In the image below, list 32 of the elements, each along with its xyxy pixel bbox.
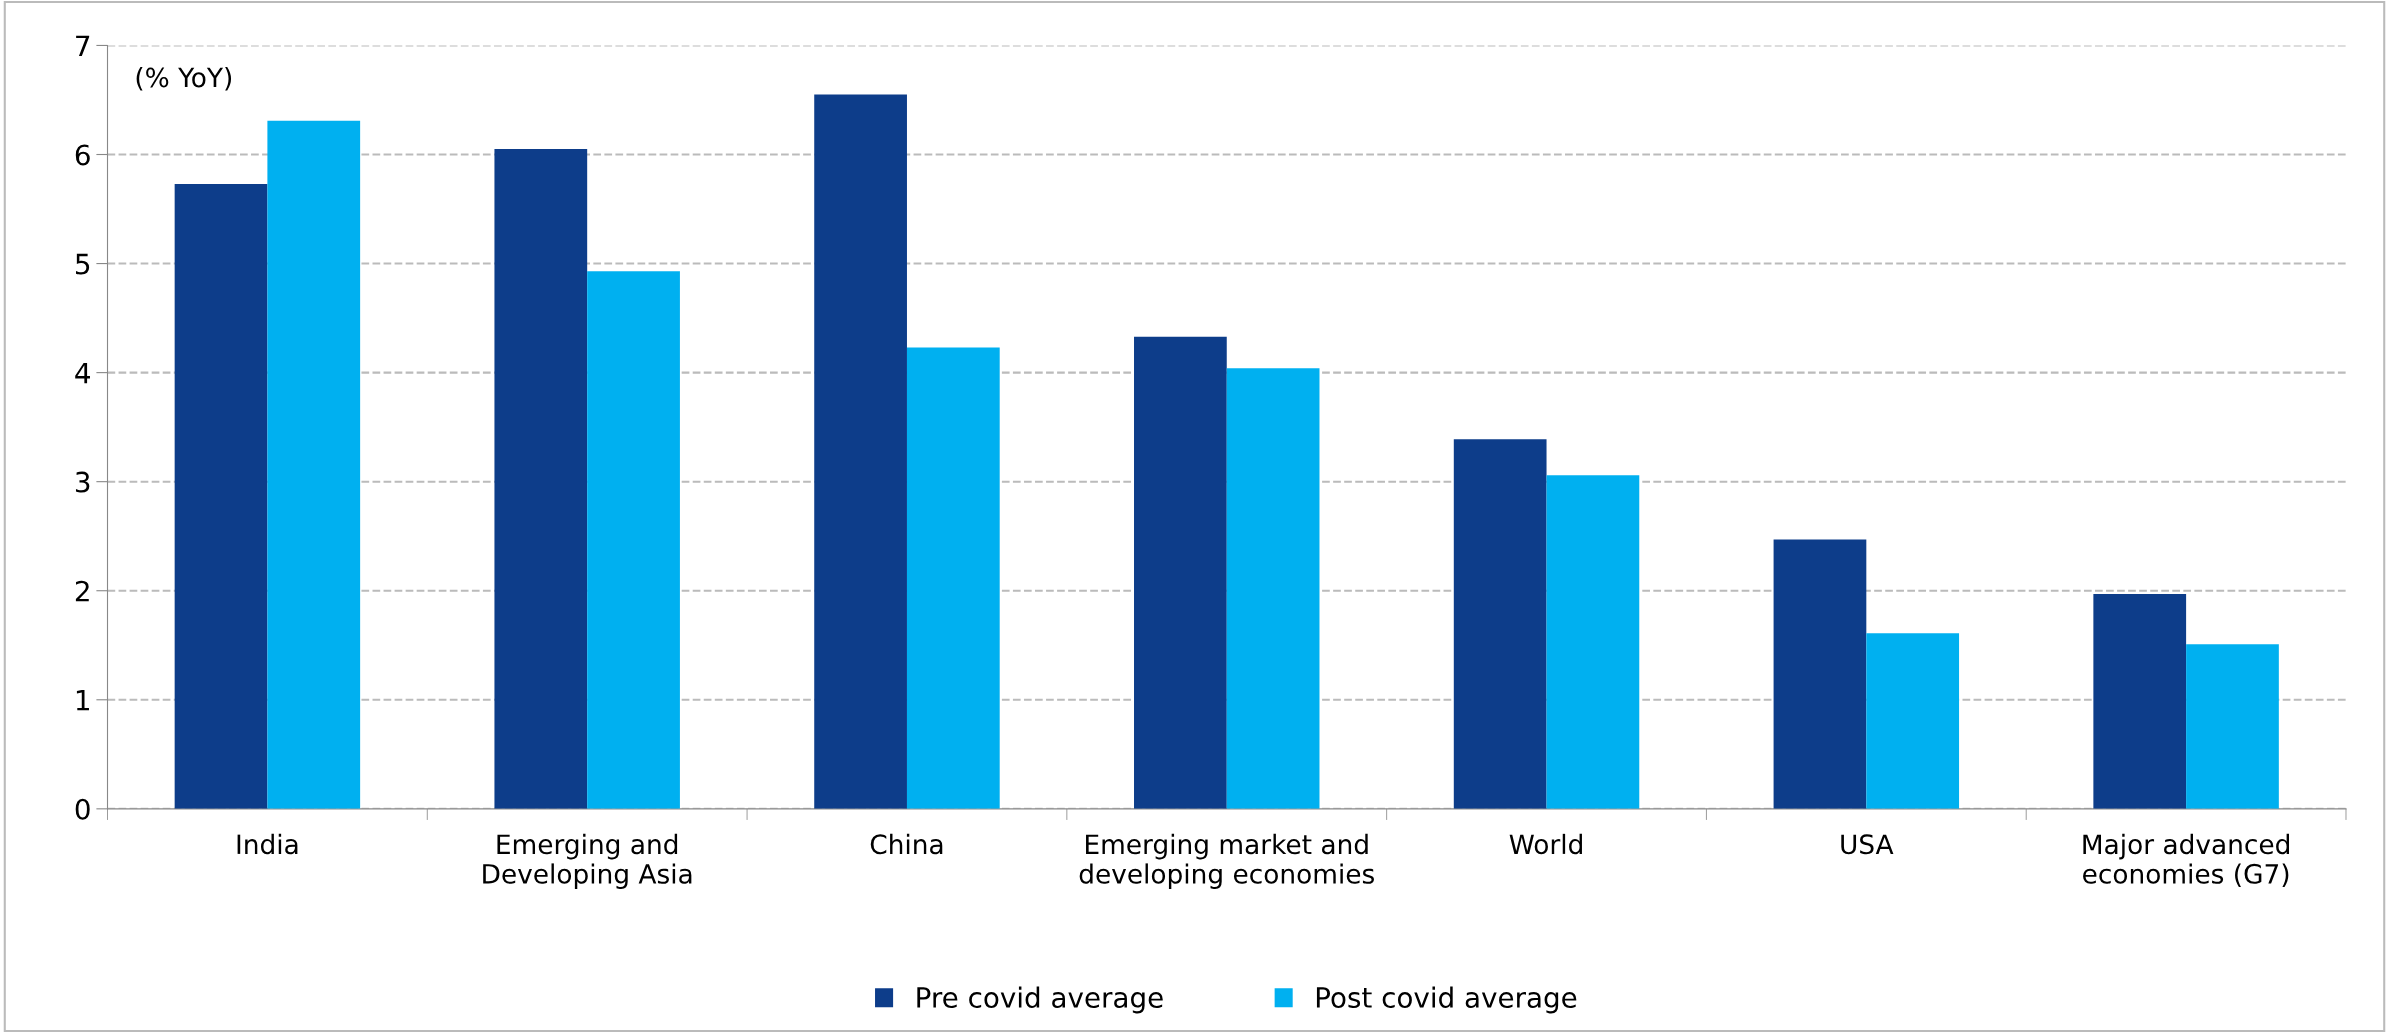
bar bbox=[906, 347, 1000, 809]
x-tick-label: Emerging market and developing economies bbox=[1079, 833, 1374, 889]
y-tick-label: 7 bbox=[76, 35, 90, 57]
y-tick-label: 0 bbox=[75, 798, 90, 820]
x-tick-label: India bbox=[237, 833, 298, 855]
bar bbox=[587, 271, 680, 809]
bar bbox=[1546, 475, 1640, 809]
bar bbox=[267, 120, 361, 809]
x-tick-label: Emerging and Developing Asia bbox=[483, 833, 692, 889]
bar bbox=[1866, 633, 1960, 809]
bar bbox=[814, 94, 907, 809]
bar bbox=[1453, 439, 1547, 809]
bar bbox=[174, 183, 268, 809]
bar bbox=[1226, 368, 1320, 809]
x-tick-label: China bbox=[870, 833, 943, 855]
bar bbox=[1134, 336, 1227, 809]
x-tick-label: USA bbox=[1841, 834, 1894, 855]
y-tick-label: 6 bbox=[75, 144, 90, 166]
y-tick-label: 4 bbox=[75, 362, 90, 384]
y-tick-label: 3 bbox=[75, 471, 90, 493]
bar bbox=[1773, 539, 1867, 809]
x-tick-label: Major advanced economies (G7) bbox=[2083, 833, 2289, 887]
bar bbox=[2093, 594, 2187, 809]
legend-label: Post covid average bbox=[1316, 986, 1577, 1014]
y-tick-label: 1 bbox=[76, 690, 89, 711]
bar bbox=[494, 149, 588, 809]
bar bbox=[2186, 644, 2279, 809]
y-tick-label: 5 bbox=[76, 253, 90, 275]
x-tick-label: World bbox=[1509, 833, 1582, 855]
y-axis-title: (% YoY) bbox=[136, 67, 232, 91]
y-tick-label: 2 bbox=[75, 580, 89, 602]
legend-label: Pre covid average bbox=[917, 986, 1163, 1014]
